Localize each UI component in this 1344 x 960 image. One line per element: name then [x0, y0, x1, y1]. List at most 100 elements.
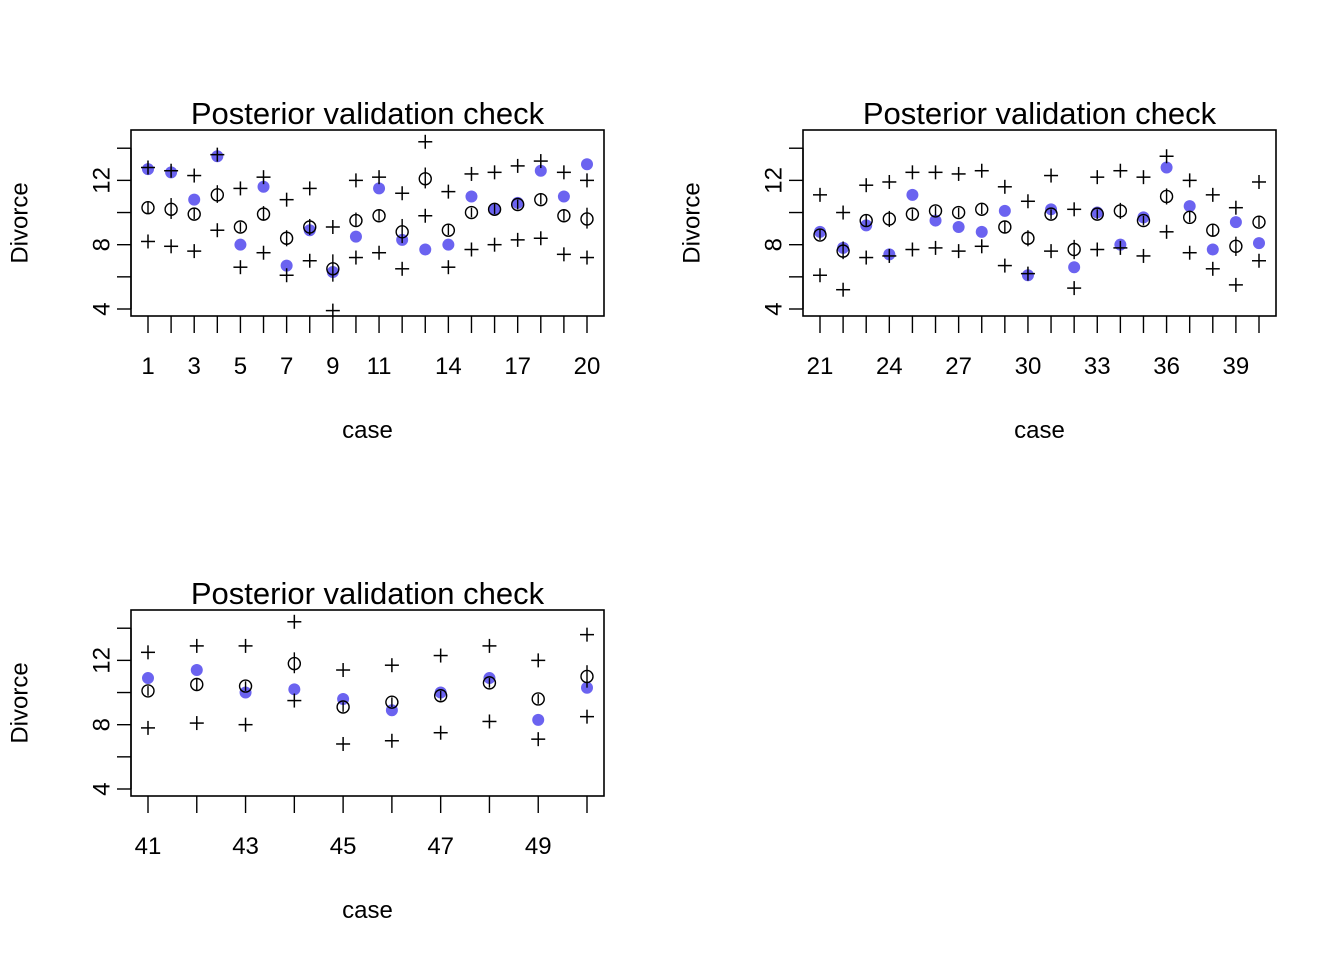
prediction-upper-plus — [1182, 173, 1197, 188]
chart-title: Posterior validation check — [191, 576, 545, 611]
posterior-mean-point — [141, 684, 155, 698]
posterior-mean-point — [813, 228, 827, 242]
observed-point — [349, 230, 362, 243]
prediction-lower-plus — [287, 693, 302, 708]
y-tick-label: 8 — [88, 238, 115, 251]
posterior-mean-point — [1067, 242, 1081, 257]
prediction-upper-plus — [1044, 168, 1059, 183]
posterior-mean-point — [433, 689, 448, 703]
prediction-lower-plus — [928, 240, 943, 255]
posterior-mean-point — [531, 692, 545, 706]
posterior-mean-point — [187, 207, 201, 221]
posterior-mean-point — [279, 231, 294, 245]
prediction-upper-plus — [441, 184, 456, 199]
posterior-mean-point — [256, 207, 271, 221]
posterior-mean-point — [326, 262, 340, 276]
x-axis-label: case — [1014, 417, 1065, 444]
posterior-mean-point — [951, 205, 966, 220]
chart-panel-3: Posterior validation check 4 8 12 Divorce 41 4… — [6, 576, 605, 924]
prediction-upper-plus — [1252, 174, 1266, 189]
posterior-mean-point — [395, 225, 409, 239]
posterior-mean-point — [1252, 215, 1266, 229]
observed-point — [1160, 161, 1173, 174]
x-tick-label: 30 — [1015, 353, 1042, 380]
prediction-upper-plus — [210, 147, 225, 162]
posterior-mean-point — [210, 188, 225, 202]
prediction-upper-plus — [141, 160, 155, 175]
prediction-upper-plus — [1228, 200, 1243, 215]
x-tick-label: 11 — [367, 353, 392, 380]
prediction-lower-plus — [1252, 253, 1266, 268]
prediction-lower-plus — [1228, 277, 1243, 292]
x-axis-label: case — [342, 897, 393, 924]
prediction-upper-plus — [384, 658, 399, 673]
prediction-upper-plus — [302, 181, 317, 196]
y-tick-label: 8 — [88, 718, 115, 731]
prediction-lower-plus — [1182, 245, 1197, 260]
x-tick-label: 36 — [1153, 353, 1180, 380]
prediction-upper-plus — [533, 154, 548, 169]
y-tick-label: 4 — [88, 302, 115, 315]
prediction-lower-plus — [464, 242, 479, 257]
observed-point — [1183, 200, 1196, 213]
prediction-upper-plus — [164, 163, 179, 178]
prediction-lower-plus — [836, 282, 851, 297]
x-axis-label: case — [342, 417, 393, 444]
y-tick-label: 4 — [760, 302, 787, 315]
observed-point — [280, 259, 293, 272]
x-tick-label: 20 — [574, 353, 601, 380]
prediction-upper-plus — [372, 170, 387, 185]
x-tick-label: 41 — [135, 833, 162, 860]
posterior-mean-point — [928, 204, 943, 218]
chart-panel-1: Posterior validation check 4 8 12 Divorce 1 3 5… — [6, 96, 605, 444]
x-tick-label: 3 — [188, 353, 201, 380]
prediction-lower-plus — [336, 736, 351, 751]
prediction-lower-plus — [556, 247, 571, 262]
posterior-mean-point — [418, 172, 432, 186]
prediction-lower-plus — [302, 253, 317, 268]
prediction-lower-plus — [482, 714, 497, 729]
y-tick-label: 8 — [760, 238, 787, 251]
prediction-lower-plus — [233, 260, 248, 275]
prediction-lower-plus — [531, 732, 546, 747]
posterior-mean-point — [1021, 231, 1035, 245]
prediction-upper-plus — [997, 179, 1012, 194]
x-tick-label: 27 — [945, 353, 972, 380]
prediction-lower-plus — [580, 250, 594, 265]
prediction-lower-plus — [141, 234, 155, 249]
prediction-upper-plus — [336, 663, 351, 678]
prediction-upper-plus — [395, 186, 410, 201]
prediction-lower-plus — [1090, 242, 1105, 257]
prediction-upper-plus — [556, 165, 571, 180]
prediction-upper-plus — [859, 178, 874, 193]
observed-point — [419, 243, 432, 256]
prediction-lower-plus — [882, 248, 897, 263]
posterior-mean-point — [487, 202, 502, 217]
x-tick-label: 39 — [1223, 353, 1250, 380]
prediction-upper-plus — [256, 170, 271, 185]
prediction-lower-plus — [859, 250, 874, 265]
posterior-mean-point — [580, 212, 594, 226]
plot-frame — [130, 129, 605, 317]
posterior-mean-point — [141, 201, 155, 215]
prediction-upper-plus — [233, 181, 248, 196]
prediction-lower-plus — [533, 231, 548, 246]
prediction-lower-plus — [384, 733, 399, 748]
prediction-lower-plus — [256, 245, 271, 260]
prediction-upper-plus — [974, 163, 989, 178]
y-axis-label: Divorce — [678, 182, 705, 263]
prediction-lower-plus — [210, 223, 225, 238]
posterior-mean-point — [1159, 189, 1174, 204]
x-tick-label: 17 — [504, 353, 531, 380]
posterior-mean-point — [975, 202, 989, 217]
y-tick-label: 12 — [88, 167, 115, 194]
posterior-mean-point — [1206, 223, 1220, 237]
prediction-lower-plus — [580, 709, 594, 724]
prediction-lower-plus — [141, 720, 155, 735]
prediction-upper-plus — [238, 638, 253, 653]
prediction-lower-plus — [418, 208, 433, 223]
posterior-mean-point — [287, 656, 302, 671]
prediction-lower-plus — [372, 245, 387, 260]
y-tick-label: 12 — [88, 647, 115, 674]
